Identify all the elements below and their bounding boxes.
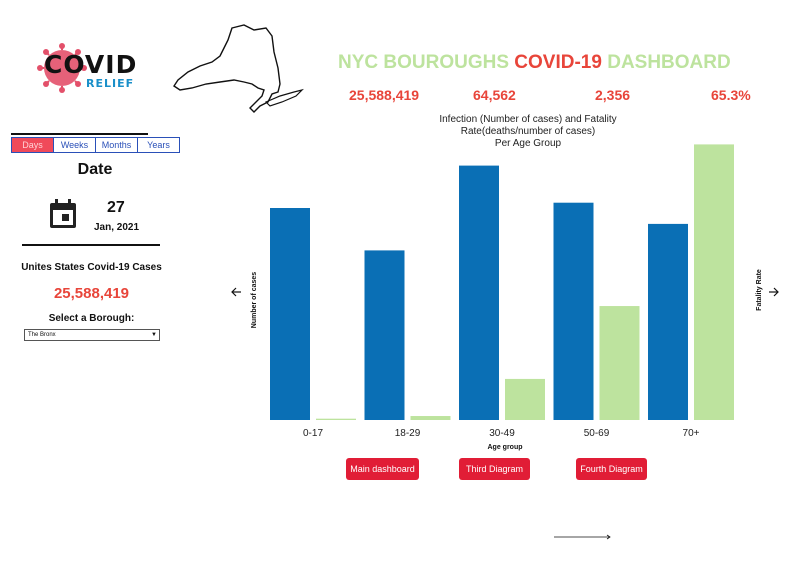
date-label: Date [77, 161, 113, 178]
bar-30-49-series1 [459, 165, 499, 420]
day-number: 27 [107, 199, 125, 216]
x-axis-label: Age group [488, 444, 523, 451]
title-part2: COVID-19 [514, 52, 602, 73]
y-axis-label: Number of cases [251, 272, 258, 329]
chart-title: Infection (Number of cases) and Fatality… [390, 114, 666, 150]
arrow-left-icon[interactable] [231, 287, 241, 297]
x-tick-label: 30-49 [489, 428, 515, 439]
bar-70+-series1 [648, 223, 688, 420]
logo-word: COVID [44, 50, 138, 79]
chart-title-line3: Per Age Group [494, 138, 562, 149]
virus-logo-icon [37, 43, 87, 93]
logo-sub: RELIEF [86, 77, 135, 90]
stat-fatality-rate: 65.3% [711, 87, 751, 103]
stat-total-cases: 25,588,419 [349, 87, 420, 103]
us-cases-value: 25,588,419 [53, 285, 130, 302]
x-tick-label: 18-29 [395, 428, 421, 439]
bar-50-69-series2 [599, 306, 640, 420]
bar-0-17-series2 [316, 418, 356, 420]
title-part3: DASHBOARD [607, 52, 731, 73]
fourth-diagram-button[interactable]: Fourth Diagram [576, 458, 647, 480]
period-selector: Days Weeks Months Years [11, 137, 180, 153]
bar-70+-series2 [694, 144, 734, 420]
calendar-icon[interactable] [49, 199, 77, 229]
chevron-down-icon: ▼ [151, 332, 157, 338]
bar-0-17-series1 [270, 208, 310, 420]
x-tick-label: 0-17 [303, 428, 323, 439]
bar-50-69-series1 [553, 202, 594, 420]
third-diagram-button[interactable]: Third Diagram [459, 458, 530, 480]
chart-title-line2: Rate(deaths/number of cases) [460, 126, 596, 137]
bar-18-29-series1 [364, 250, 405, 420]
sidebar-divider-bottom [22, 244, 160, 246]
bar-30-49-series2 [505, 378, 545, 420]
period-months-button[interactable]: Months [96, 138, 138, 152]
next-page-arrow-icon[interactable] [554, 534, 611, 540]
x-tick-label: 50-69 [584, 428, 610, 439]
main-dashboard-button[interactable]: Main dashboard [346, 458, 419, 480]
borough-selected-value: The Bronx [28, 332, 56, 338]
y2-axis-label: Fatality Rate [756, 269, 763, 311]
x-tick-label: 70+ [683, 428, 700, 439]
arrow-right-icon[interactable] [769, 287, 779, 297]
stat-nyc-cases: 64,562 [473, 87, 516, 103]
period-years-button[interactable]: Years [147, 140, 170, 150]
period-days-button[interactable]: Days [12, 138, 54, 152]
period-weeks-button[interactable]: Weeks [54, 138, 96, 152]
month-year: Jan, 2021 [94, 222, 140, 233]
bar-18-29-series2 [410, 416, 451, 420]
dashboard-title: NYC BOUROUGHS COVID-19 DASHBOARD [338, 52, 731, 74]
borough-select[interactable]: The Bronx ▼ [24, 329, 160, 341]
sidebar-divider-top [11, 133, 148, 135]
us-cases-label: Unites States Covid-19 Cases [21, 262, 162, 273]
title-part1: NYC BOUROUGHS [338, 52, 510, 73]
new-york-map-icon [173, 24, 304, 113]
chart-title-line1: Infection (Number of cases) and Fatality [439, 114, 617, 125]
borough-label: Select a Borough: [48, 313, 135, 324]
stat-deaths: 2,356 [595, 87, 631, 103]
